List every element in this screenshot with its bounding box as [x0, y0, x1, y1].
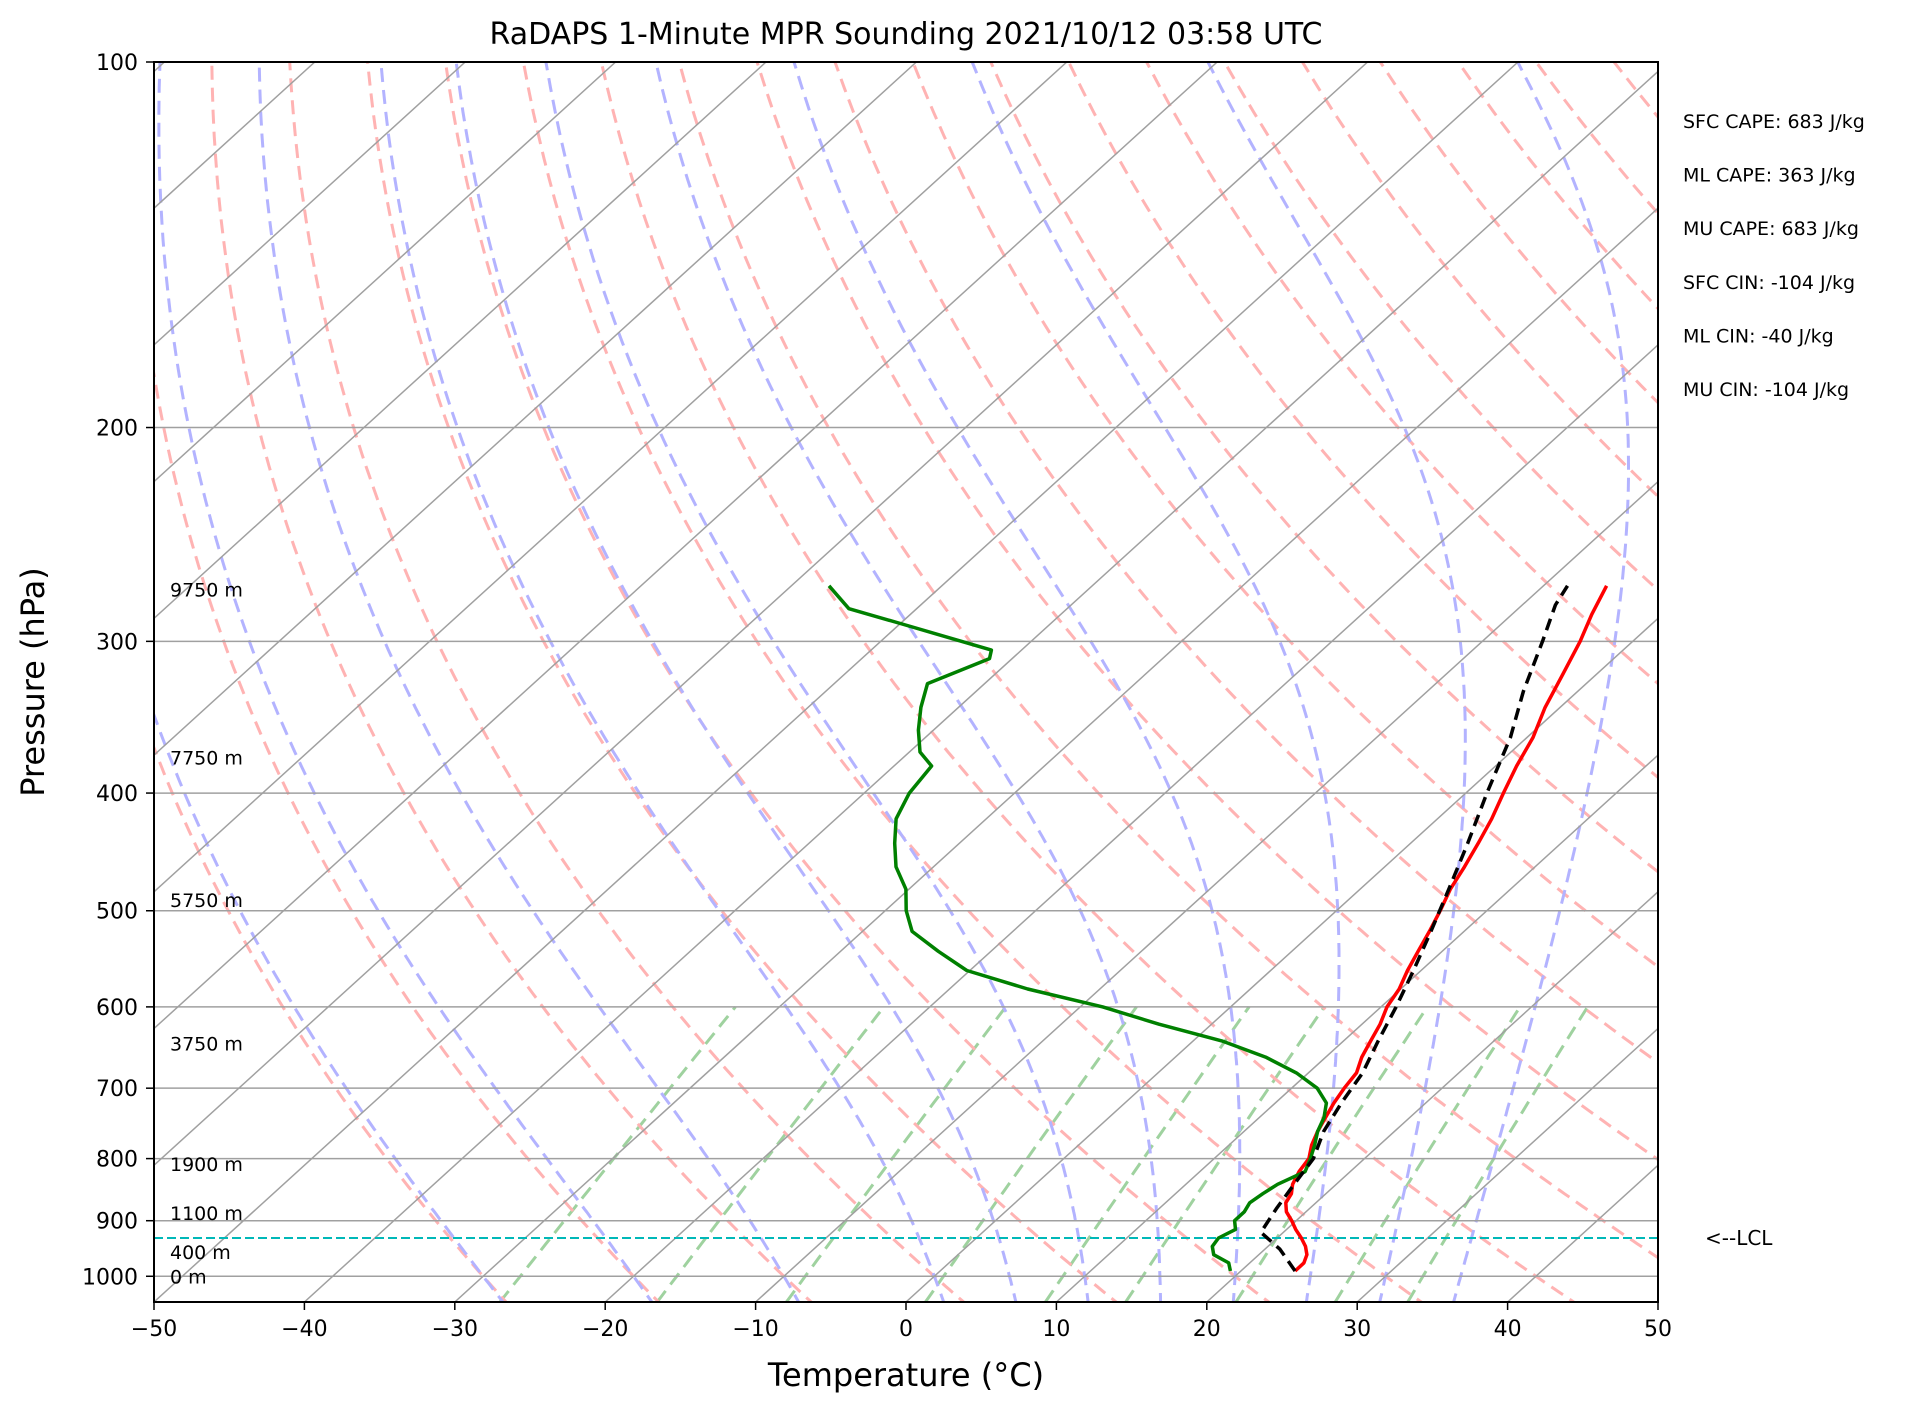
index-text: SFC CIN: -104 J/kg: [1683, 272, 1855, 294]
moist-adiabat-line: [792, 62, 1242, 1302]
x-tick-label: 40: [1494, 1317, 1522, 1342]
sounding-series: [827, 584, 1609, 1273]
x-tick-label: −10: [732, 1317, 778, 1342]
y-tick-label: 500: [96, 900, 138, 925]
isotherm-line: [154, 62, 1068, 893]
isotherm-line: [905, 617, 1658, 1302]
isotherm-line: [755, 480, 1658, 1302]
dry-adiabat-line: [989, 62, 1658, 874]
height-label: 1100 m: [170, 1203, 243, 1225]
moist-adiabat-line: [157, 62, 654, 1302]
y-tick-label: 200: [96, 417, 138, 442]
y-tick-label: 100: [96, 51, 138, 76]
dry-adiabat-line: [288, 62, 966, 1302]
parcel-profile: [1259, 584, 1569, 1273]
y-tick-label: 800: [96, 1148, 138, 1173]
y-tick-label: 900: [96, 1210, 138, 1235]
height-label: 7750 m: [170, 748, 243, 770]
dry-adiabat-line: [755, 62, 1658, 1162]
temperature-profile: [1284, 584, 1609, 1273]
mixing-ratio-line: [655, 1005, 886, 1302]
isotherm-line: [1055, 754, 1658, 1302]
index-text: MU CAPE: 683 J/kg: [1683, 218, 1859, 240]
height-label: 9750 m: [170, 580, 243, 602]
mixing-ratio-line: [924, 1006, 1138, 1302]
height-label: 0 m: [170, 1266, 207, 1288]
isotherm-line: [154, 62, 1369, 1167]
index-text: MU CIN: -104 J/kg: [1683, 379, 1849, 401]
sounding-indices: SFC CAPE: 683 J/kg ML CAPE: 363 J/kg MU CA…: [1683, 111, 1865, 401]
mixing-ratio-line: [1044, 1006, 1251, 1302]
isotherm-line: [454, 207, 1658, 1302]
isotherm-line: [154, 62, 1519, 1302]
isotherm-line: [604, 343, 1658, 1302]
x-tick-label: 10: [1042, 1317, 1070, 1342]
mixing-ratio-line: [1333, 1006, 1522, 1302]
mixing-ratio-lines: [498, 1005, 1589, 1302]
isotherm-line: [1356, 1027, 1658, 1302]
x-tick-label: −20: [582, 1317, 628, 1342]
dewpoint-profile: [827, 584, 1329, 1272]
index-text: ML CIN: -40 J/kg: [1683, 325, 1834, 347]
y-tick-label: 300: [96, 630, 138, 655]
y-tick-label: 400: [96, 782, 138, 807]
dry-adiabat-line: [833, 62, 1658, 1065]
isotherm-line: [154, 62, 1218, 1030]
y-axis-label: Pressure (hPa): [14, 567, 52, 797]
isotherm-line: [154, 62, 466, 346]
x-axis-ticks: −50 −40 −30 −20 −10 0 10 20 30 40 50: [131, 1302, 1672, 1342]
height-label: 1900 m: [170, 1154, 243, 1176]
index-text: ML CAPE: 363 J/kg: [1683, 165, 1856, 187]
isobar-grid: [154, 62, 1658, 1278]
mixing-ratio-line: [1234, 1006, 1429, 1302]
x-tick-label: 20: [1193, 1317, 1221, 1342]
isotherm-grid: [154, 62, 1658, 1302]
chart-title: RaDAPS 1-Minute MPR Sounding 2021/10/12 …: [490, 17, 1323, 52]
mixing-ratio-line: [785, 1005, 1007, 1302]
lcl-label: <--LCL: [1705, 1226, 1773, 1250]
mixing-ratio-line: [1406, 1006, 1589, 1302]
x-tick-label: −50: [131, 1317, 177, 1342]
isotherm-line: [154, 62, 617, 483]
dry-adiabat-line: [599, 62, 1577, 1302]
x-tick-label: 50: [1644, 1317, 1672, 1342]
dry-adiabat-line: [1067, 62, 1658, 780]
x-axis-label: Temperature (°C): [767, 1356, 1044, 1394]
x-tick-label: 0: [899, 1317, 913, 1342]
isotherm-line: [154, 62, 917, 757]
dry-adiabat-line: [911, 62, 1658, 969]
isotherm-line: [303, 70, 1658, 1302]
x-tick-label: −40: [281, 1317, 327, 1342]
x-tick-label: −30: [432, 1317, 478, 1342]
height-label: 5750 m: [170, 890, 243, 912]
height-label: 400 m: [170, 1242, 231, 1264]
y-axis-ticks: 1000 900 800 700 600 500 400 300 200 100: [82, 51, 154, 1290]
isotherm-line: [154, 62, 767, 620]
mixing-ratio-line: [1124, 1006, 1326, 1302]
mixing-ratio-line: [498, 1005, 737, 1302]
height-label: 3750 m: [170, 1033, 243, 1055]
isotherm-line: [1206, 890, 1658, 1302]
y-tick-label: 700: [96, 1077, 138, 1102]
y-tick-label: 600: [96, 996, 138, 1021]
index-text: SFC CAPE: 683 J/kg: [1683, 111, 1865, 133]
moist-adiabat-line: [544, 62, 1090, 1302]
dry-adiabat-line: [210, 62, 814, 1302]
moist-adiabat-line: [970, 62, 1341, 1302]
y-tick-label: 1000: [82, 1265, 138, 1290]
x-tick-label: 30: [1343, 1317, 1371, 1342]
